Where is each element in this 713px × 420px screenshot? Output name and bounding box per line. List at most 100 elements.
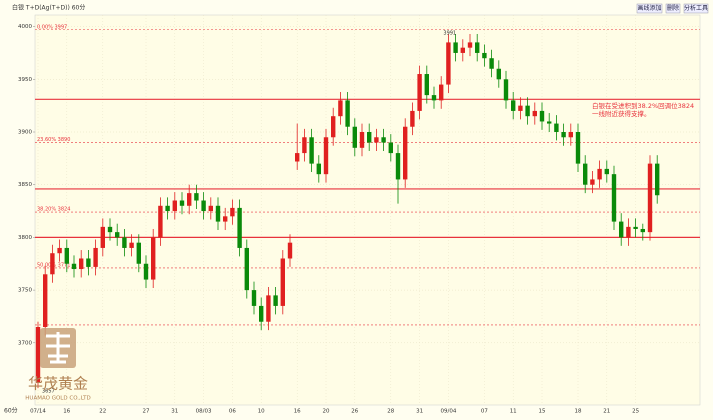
candle-body — [475, 42, 480, 53]
candle-body — [43, 274, 48, 327]
candle-body — [295, 153, 300, 162]
annotation: 一线附近获得支撑。 — [592, 109, 651, 118]
x-tick-label: 07/14 — [30, 409, 46, 415]
candle-body — [79, 258, 84, 270]
x-tick-label: 26 — [351, 409, 358, 415]
candle-body — [367, 132, 372, 143]
candle-body — [35, 327, 41, 383]
y-tick-label: 3700 — [18, 340, 32, 346]
candle-body — [50, 253, 55, 275]
toolbar-button[interactable] — [665, 3, 681, 14]
candle-body — [237, 207, 242, 248]
candle-body — [259, 305, 264, 322]
candle-body — [172, 200, 177, 212]
candle-body — [64, 247, 69, 264]
candle-body — [525, 105, 530, 117]
x-tick-label: 08/03 — [196, 409, 212, 415]
candle-body — [496, 68, 501, 80]
candle-body — [179, 200, 185, 206]
candle-body — [374, 137, 379, 143]
candle-body — [323, 137, 329, 175]
candle-body — [316, 163, 321, 175]
plot-area — [34, 14, 701, 406]
candle-body — [266, 295, 271, 322]
candle-body — [122, 237, 127, 248]
candle-body — [590, 179, 595, 185]
toolbar-button[interactable] — [683, 3, 709, 14]
period-label: 60分 — [4, 407, 18, 415]
logo-name: 华茂黄金 — [28, 375, 88, 393]
candle-body — [309, 137, 314, 164]
candle-body — [460, 47, 465, 53]
y-tick-label: 3900 — [18, 130, 32, 136]
candle-body — [359, 132, 365, 148]
candle-body — [71, 263, 77, 270]
toolbar-label[interactable]: 画线添加 — [637, 4, 661, 12]
candle-body — [424, 74, 429, 96]
candle-body — [604, 168, 609, 175]
candle-body — [403, 126, 408, 180]
candle-body — [215, 205, 221, 222]
toolbar-label[interactable]: 分析工具 — [684, 4, 708, 12]
candle-body — [410, 110, 415, 127]
candle-body — [158, 205, 163, 238]
logo-glyph — [46, 332, 70, 364]
toolbar-label[interactable]: 删除 — [667, 4, 679, 12]
candle-body — [208, 205, 213, 212]
chart-title: 白银 T+D(Ag(T+D)) 60分 — [12, 4, 85, 12]
candle-body — [431, 95, 437, 101]
x-tick-label: 22 — [99, 409, 106, 415]
candle-body — [439, 84, 444, 101]
x-tick-label: 11 — [510, 409, 517, 415]
candle-body — [273, 295, 278, 306]
x-tick-label: 07 — [481, 409, 488, 415]
y-tick-label: 4000 — [18, 24, 32, 30]
candle-body — [619, 221, 624, 238]
y-tick-label: 3850 — [18, 182, 32, 188]
logo: 华茂黄金 HUAMAO GOLD CO.,LTD — [25, 328, 91, 402]
candle-body — [223, 216, 228, 222]
candle-body — [352, 126, 357, 148]
toolbar-button[interactable] — [636, 3, 663, 14]
x-tick-label: 31 — [171, 409, 178, 415]
y-tick-label: 3800 — [18, 235, 32, 241]
x-tick-label: 15 — [539, 409, 546, 415]
candle-body — [395, 153, 401, 180]
toolbar: 画线添加 删除 分析工具 — [636, 3, 709, 14]
candle-body — [561, 132, 566, 138]
candle-body — [100, 226, 105, 248]
candle-body — [568, 132, 573, 138]
x-tick-label: 20 — [323, 409, 330, 415]
logo-subtitle: HUAMAO GOLD CO.,LTD — [25, 396, 90, 402]
candle-body — [539, 110, 545, 122]
x-tick-label: 25 — [632, 409, 639, 415]
candle-body — [338, 100, 343, 117]
candle-body — [244, 247, 249, 291]
x-tick-label: 21 — [603, 409, 610, 415]
y-tick-label: 3750 — [18, 288, 32, 294]
candle-body — [518, 105, 523, 111]
candle-body — [611, 174, 617, 222]
candle-body — [597, 168, 602, 180]
candle-body — [503, 79, 509, 101]
annotation: 白银在受进积到38.2%回调位3824 — [592, 101, 694, 110]
candle-body — [489, 58, 494, 69]
x-tick-label: 16 — [294, 409, 301, 415]
x-tick-label: 18 — [575, 409, 582, 415]
candle-body — [417, 74, 422, 111]
candle-body — [467, 42, 473, 48]
x-tick-label: 10 — [258, 409, 265, 415]
candle-body — [129, 242, 134, 248]
candle-body — [446, 42, 451, 85]
candle-body — [201, 200, 206, 212]
candle-body — [626, 226, 631, 238]
candle-body — [583, 163, 588, 185]
candle-body — [482, 52, 487, 59]
candle-body — [136, 242, 141, 264]
candle-body — [280, 258, 285, 306]
candle-body — [165, 205, 170, 212]
fib-label: 0.00% 3997 — [37, 24, 67, 30]
candle-body — [511, 100, 516, 111]
x-tick-label: 28 — [387, 409, 394, 415]
candle-body — [575, 132, 581, 164]
